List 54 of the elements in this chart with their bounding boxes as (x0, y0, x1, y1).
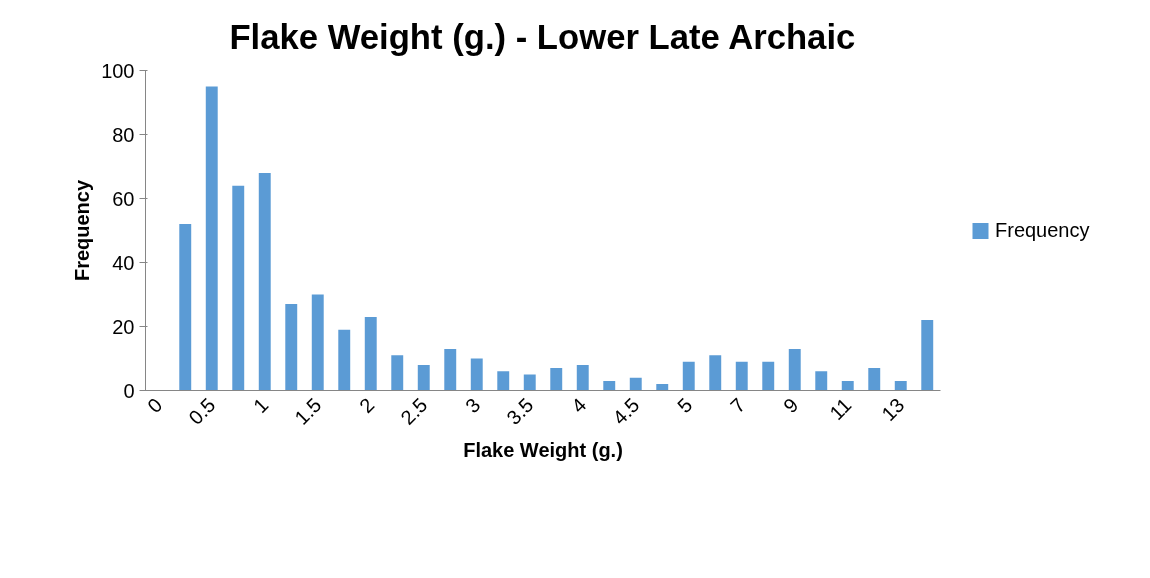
bar (815, 371, 828, 391)
x-tick-label: 11 (825, 393, 856, 424)
y-tick-label: 100 (101, 59, 135, 82)
bar (444, 348, 457, 391)
bar (470, 358, 483, 391)
y-axis-title: Frequency (71, 179, 94, 282)
y-tick-label: 80 (112, 123, 135, 146)
bar (338, 329, 351, 391)
x-tick-label: 2.5 (396, 393, 432, 429)
bar (523, 374, 536, 391)
legend-label: Frequency (995, 218, 1090, 242)
bar (179, 224, 192, 391)
bar (921, 320, 934, 391)
bar (232, 185, 245, 391)
x-tick-label: 0.5 (184, 393, 220, 429)
x-tick-label: 2 (355, 393, 379, 418)
bar (258, 172, 271, 391)
bar (682, 361, 695, 391)
bar (762, 361, 775, 391)
bar (656, 384, 669, 391)
bar (417, 364, 430, 391)
bar (364, 316, 377, 391)
x-axis-title: Flake Weight (g.) (463, 439, 623, 462)
bar (841, 380, 854, 391)
x-tick-label: 4 (567, 393, 591, 418)
x-tick-label: 3 (461, 393, 485, 418)
bar (788, 348, 801, 391)
bar (868, 368, 881, 391)
bar (391, 355, 404, 391)
bar (629, 377, 642, 391)
bar (311, 294, 324, 391)
x-tick-label: 1 (249, 393, 273, 418)
bar (550, 368, 563, 391)
chart-title: Flake Weight (g.) - Lower Late Archaic (229, 17, 856, 56)
y-tick-label: 20 (112, 315, 135, 338)
y-tick-label: 60 (112, 187, 135, 210)
x-tick-label: 0 (143, 393, 167, 418)
bar (497, 371, 510, 391)
x-tick-label: 13 (877, 393, 909, 426)
bar (894, 380, 907, 391)
bar (709, 355, 722, 391)
bar (603, 380, 616, 391)
x-tick-label: 7 (726, 393, 750, 418)
x-tick-label: 9 (779, 393, 803, 418)
bar (576, 364, 589, 391)
y-tick-label: 40 (112, 251, 135, 274)
y-tick-label: 0 (123, 379, 135, 402)
x-tick-label: 3.5 (502, 393, 538, 429)
bar (205, 86, 218, 391)
bar (285, 304, 298, 391)
x-tick-label: 1.5 (290, 393, 326, 429)
x-tick-label: 5 (673, 393, 697, 418)
x-tick-label: 4.5 (608, 393, 644, 429)
bar (735, 361, 748, 391)
